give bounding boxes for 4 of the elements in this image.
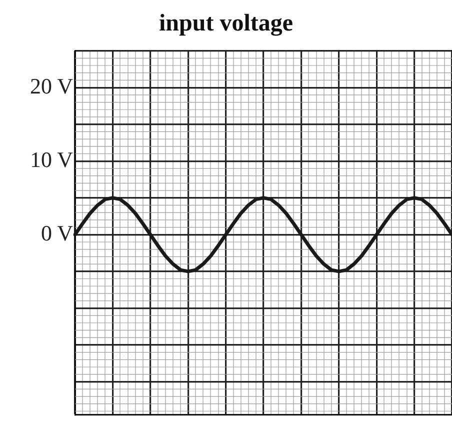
y-tick-label: 10 V (30, 146, 74, 172)
chart-title: input voltage (158, 10, 294, 37)
y-tick-label: 0 V (41, 220, 74, 246)
y-tick-label: 20 V (30, 73, 74, 98)
